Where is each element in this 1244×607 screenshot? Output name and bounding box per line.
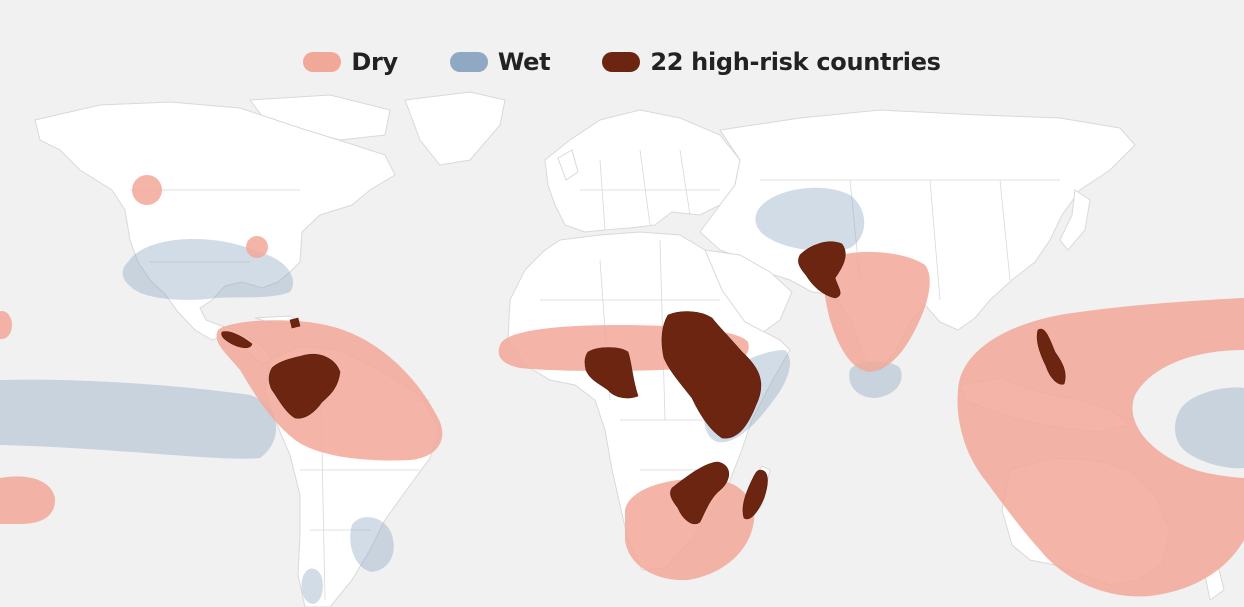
dry-zone-maritime-continent <box>957 298 1244 597</box>
europe-borders <box>580 149 720 231</box>
wet-zone-patagonia <box>301 568 323 604</box>
country-madagascar <box>742 469 768 520</box>
legend: Dry Wet 22 high-risk countries <box>0 48 1244 76</box>
wet-zone-central-asia <box>755 187 865 252</box>
legend-item-dry: Dry <box>303 48 398 76</box>
legend-item-wet: Wet <box>449 48 551 76</box>
wet-swatch <box>449 52 488 72</box>
north-america-shape <box>34 101 396 341</box>
wet-zone-pacific <box>0 379 277 459</box>
country-nigeria <box>584 347 639 399</box>
greenland-shape <box>404 91 506 166</box>
country-afghanistan-pakistan <box>798 241 846 299</box>
legend-label-dry: Dry <box>351 48 398 76</box>
dry-zones <box>0 175 1244 597</box>
country-colombia-venezuela <box>268 353 341 419</box>
wet-zone-east-pacific <box>1175 387 1244 469</box>
country-philippines <box>1036 328 1066 385</box>
country-central-america <box>221 331 253 349</box>
wet-zone-southeast-south-america <box>350 517 394 572</box>
wet-zone-sri-lanka <box>849 361 902 398</box>
legend-label-wet: Wet <box>497 48 551 76</box>
legend-label-high-risk: 22 high-risk countries <box>650 48 941 76</box>
dry-zone-southern-africa <box>625 478 755 581</box>
country-caribbean-small <box>289 317 301 329</box>
dry-zone-southeast-us <box>246 236 268 258</box>
high-risk-countries <box>221 241 1066 525</box>
dry-zone-pacific-edge <box>0 311 12 339</box>
country-zimbabwe-mozambique <box>670 461 730 525</box>
asia-borders <box>760 179 1060 301</box>
dry-zone-india <box>823 251 930 372</box>
dry-swatch <box>303 52 342 72</box>
dry-zone-pacific-west <box>0 476 56 524</box>
wet-zones <box>0 187 1244 604</box>
country-sudan-ethiopia <box>661 311 762 439</box>
dry-zone-northwest-us <box>132 175 162 205</box>
high-risk-swatch <box>602 52 641 72</box>
uk-shape <box>557 149 579 181</box>
japan-shape <box>1059 189 1091 251</box>
legend-item-high-risk: 22 high-risk countries <box>602 48 941 76</box>
